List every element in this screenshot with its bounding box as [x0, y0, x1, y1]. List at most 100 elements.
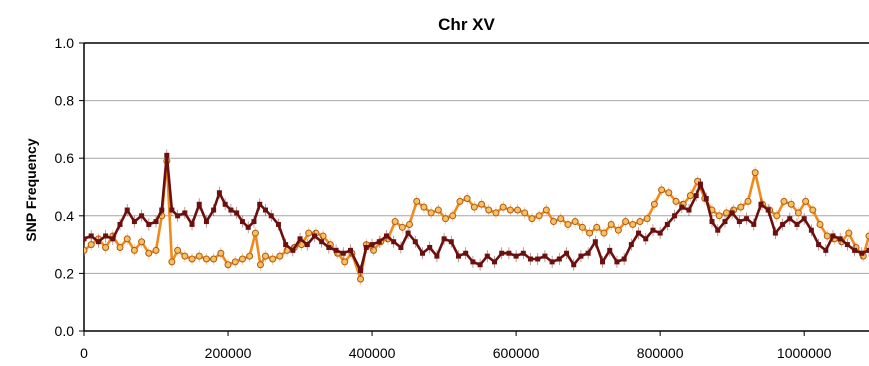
- data-point: [650, 200, 658, 208]
- data-point: [686, 192, 694, 200]
- data-point: [492, 259, 498, 265]
- data-point: [441, 236, 447, 242]
- data-point: [256, 261, 264, 269]
- data-point: [419, 250, 425, 256]
- data-point: [174, 246, 182, 254]
- data-point: [189, 221, 195, 227]
- chart-title: Chr XV: [438, 15, 495, 34]
- data-point: [679, 204, 685, 210]
- data-point: [758, 201, 764, 207]
- data-point: [672, 197, 680, 205]
- data-point: [586, 229, 594, 237]
- data-point: [823, 247, 829, 253]
- data-point: [593, 223, 601, 231]
- data-point: [116, 243, 124, 251]
- data-point: [203, 219, 209, 225]
- data-point: [103, 233, 109, 239]
- data-point: [794, 209, 802, 217]
- data-point: [607, 220, 615, 228]
- data-point: [231, 258, 239, 266]
- data-point: [110, 236, 116, 242]
- data-point: [837, 236, 843, 242]
- data-point: [413, 197, 421, 205]
- y-tick-label: 0.6: [55, 150, 75, 166]
- y-tick-label: 0.4: [55, 208, 75, 224]
- data-point: [340, 250, 346, 256]
- data-point: [412, 239, 418, 245]
- data-point: [269, 255, 277, 263]
- data-point: [859, 250, 865, 256]
- data-point: [564, 250, 570, 256]
- data-point: [245, 224, 251, 230]
- data-point: [216, 190, 222, 196]
- data-point: [398, 223, 406, 231]
- y-axis-label: SNP Frequency: [23, 138, 39, 241]
- data-point: [542, 253, 548, 259]
- data-point: [182, 210, 188, 216]
- data-point: [520, 250, 526, 256]
- data-point: [222, 201, 228, 207]
- data-point: [514, 206, 522, 214]
- data-point: [703, 196, 709, 202]
- data-point: [751, 169, 759, 177]
- data-point: [578, 223, 586, 231]
- data-point: [737, 203, 745, 211]
- data-point: [84, 236, 87, 242]
- data-point: [153, 219, 159, 225]
- data-point: [816, 242, 822, 248]
- data-point: [262, 207, 268, 213]
- data-point: [744, 216, 750, 222]
- data-point: [686, 207, 692, 213]
- x-tick-label: 0: [80, 345, 88, 361]
- data-point: [709, 219, 715, 225]
- data-point: [535, 212, 543, 220]
- data-point: [614, 226, 622, 234]
- data-point: [319, 232, 327, 240]
- data-point: [542, 206, 550, 214]
- data-point: [319, 239, 325, 245]
- data-point: [865, 232, 869, 240]
- data-point: [363, 244, 369, 250]
- data-point: [275, 221, 281, 227]
- data-point: [809, 206, 817, 214]
- data-point: [406, 220, 414, 228]
- data-point: [628, 242, 634, 248]
- series-line: [84, 154, 869, 272]
- data-point: [123, 235, 131, 243]
- data-point: [228, 207, 234, 213]
- y-tick-label: 0.8: [55, 93, 75, 109]
- data-point: [297, 236, 303, 242]
- data-point: [196, 201, 202, 207]
- data-point: [164, 152, 170, 158]
- data-point: [607, 247, 613, 253]
- data-point: [697, 181, 703, 187]
- data-point: [808, 227, 814, 233]
- data-point: [477, 262, 483, 268]
- data-point: [268, 213, 274, 219]
- data-point: [456, 197, 464, 205]
- data-point: [629, 220, 637, 228]
- data-point: [210, 255, 218, 263]
- data-point: [202, 255, 210, 263]
- data-point: [780, 221, 786, 227]
- data-point: [751, 221, 757, 227]
- data-point: [844, 242, 850, 248]
- data-point: [650, 227, 656, 233]
- data-point: [455, 253, 461, 259]
- data-point: [528, 256, 534, 262]
- data-point: [391, 218, 399, 226]
- data-point: [181, 252, 189, 260]
- data-point: [564, 220, 572, 228]
- data-point: [643, 236, 649, 242]
- data-point: [550, 218, 558, 226]
- data-point: [341, 258, 349, 266]
- data-point: [643, 215, 651, 223]
- data-point: [427, 209, 435, 217]
- data-point: [159, 207, 165, 213]
- data-point: [84, 246, 88, 254]
- data-point: [513, 253, 519, 259]
- data-point: [290, 247, 296, 253]
- x-tick-label: 1000000: [777, 345, 832, 361]
- data-point: [357, 275, 365, 283]
- data-point: [499, 250, 505, 256]
